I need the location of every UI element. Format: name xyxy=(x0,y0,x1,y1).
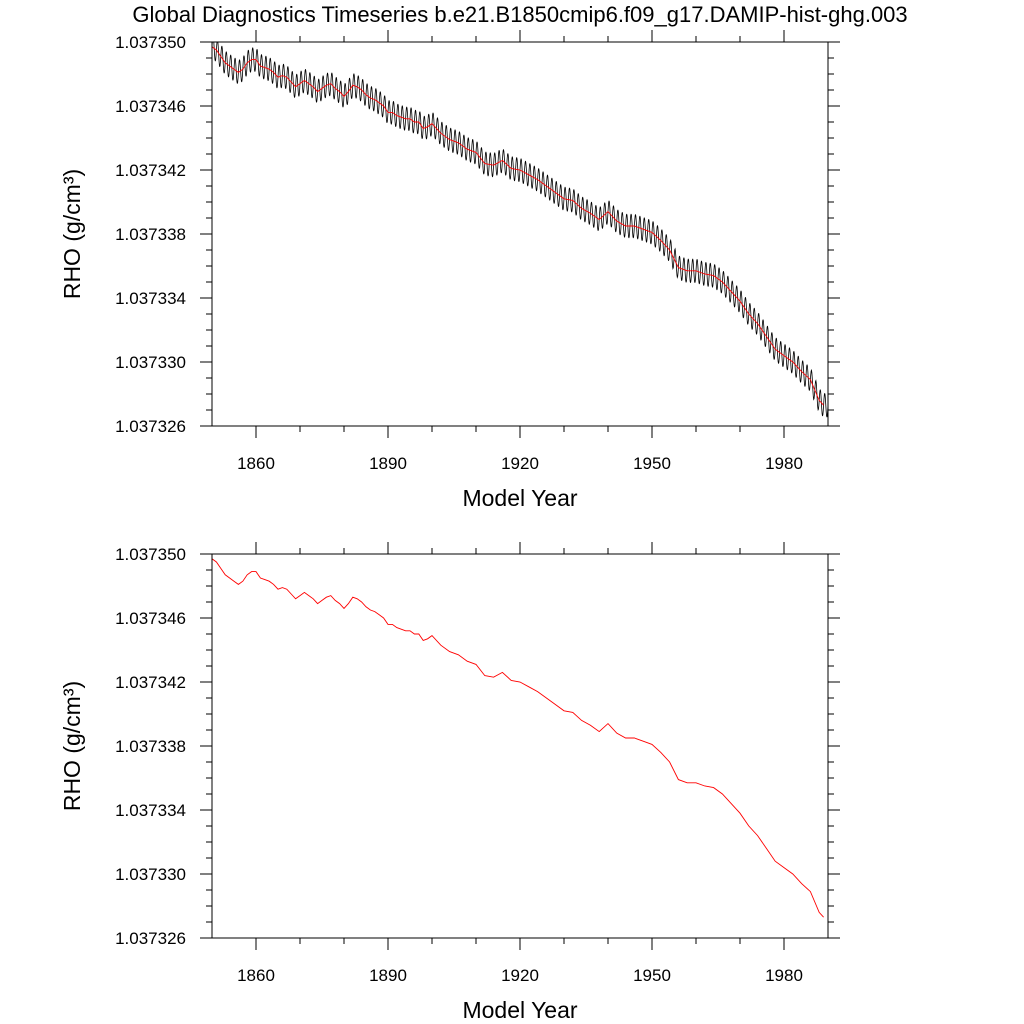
series-group xyxy=(212,42,828,418)
x-tick-label: 1980 xyxy=(765,966,803,985)
y-tick-label: 1.037350 xyxy=(115,545,186,564)
x-axis-label: Model Year xyxy=(462,997,577,1023)
y-tick-label: 1.037334 xyxy=(115,289,186,308)
y-tick-label: 1.037330 xyxy=(115,865,186,884)
x-tick-label: 1890 xyxy=(369,966,407,985)
annual-series-line xyxy=(212,46,824,406)
series-group xyxy=(212,558,824,918)
y-tick-label: 1.037350 xyxy=(115,33,186,52)
panel-2: 1860 1890 1920 1950 1980 1.037326 1.037330 1.03… xyxy=(59,542,840,1023)
y-tick-label: 1.037326 xyxy=(115,929,186,948)
x-tick-label: 1860 xyxy=(237,454,275,473)
chart-title: Global Diagnostics Timeseries b.e21.B185… xyxy=(132,2,908,27)
y-tick-label: 1.037334 xyxy=(115,801,186,820)
x-tick-label: 1920 xyxy=(501,966,539,985)
x-axis-label: Model Year xyxy=(462,485,577,511)
x-tick-label: 1920 xyxy=(501,454,539,473)
plot-frame xyxy=(211,41,829,427)
annual-series-line xyxy=(212,558,824,918)
y-axis-label: RHO (g/cm³) xyxy=(59,169,85,299)
monthly-series-line xyxy=(212,42,828,418)
x-tick-label: 1950 xyxy=(633,454,671,473)
y-tick-label: 1.037330 xyxy=(115,353,186,372)
x-tick-label: 1950 xyxy=(633,966,671,985)
y-tick-label: 1.037338 xyxy=(115,225,186,244)
y-tick-label: 1.037346 xyxy=(115,97,186,116)
x-tick-label: 1980 xyxy=(765,454,803,473)
panel-1: 1860 1890 1920 1950 1980 1.037326 1.037330 1.03… xyxy=(59,30,840,511)
y-tick-label: 1.037346 xyxy=(115,609,186,628)
x-tick-label: 1890 xyxy=(369,454,407,473)
y-axis-label: RHO (g/cm³) xyxy=(59,681,85,811)
plot-frame xyxy=(211,553,829,939)
y-tick-label: 1.037342 xyxy=(115,673,186,692)
y-tick-label: 1.037342 xyxy=(115,161,186,180)
y-tick-label: 1.037326 xyxy=(115,417,186,436)
y-tick-label: 1.037338 xyxy=(115,737,186,756)
x-tick-label: 1860 xyxy=(237,966,275,985)
